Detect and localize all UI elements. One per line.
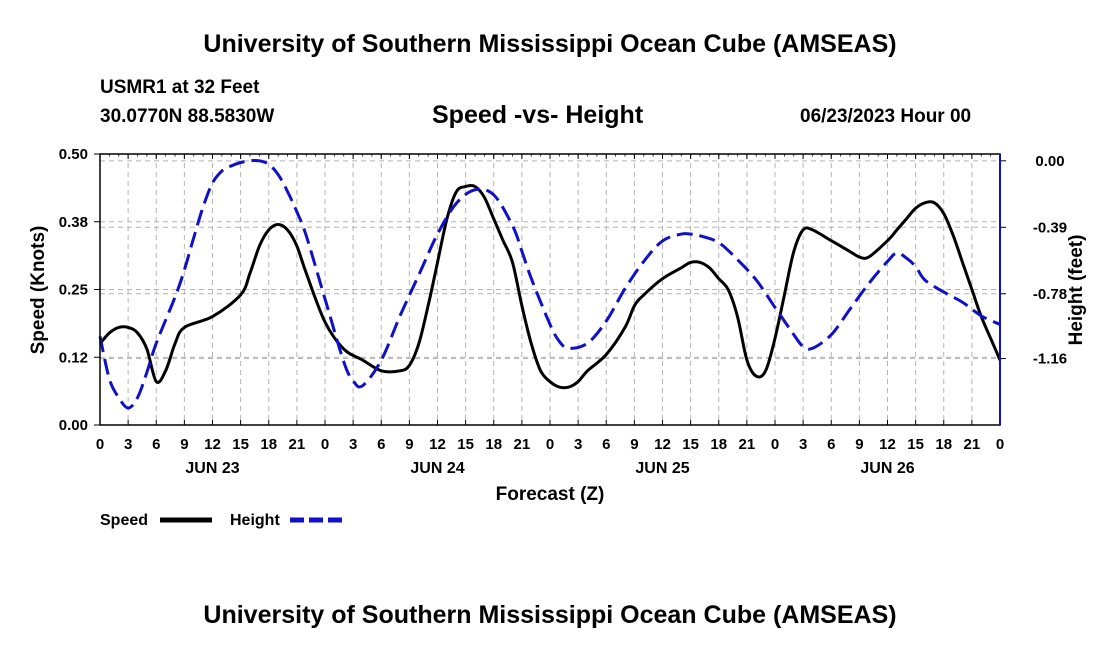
x-tick-label: 6 <box>377 436 385 453</box>
legend: Speed Height <box>100 512 342 529</box>
x-tick-label: 12 <box>654 436 671 453</box>
x-tick-label: 0 <box>96 436 104 453</box>
x-tick-label: 18 <box>935 436 952 453</box>
right-axis-label: Height (feet) <box>1066 235 1087 346</box>
grid <box>100 154 1000 425</box>
x-tick-label: 0 <box>321 436 329 453</box>
x-tick-label: 12 <box>204 436 221 453</box>
x-tick-label: 12 <box>429 436 446 453</box>
footer-title: University of Southern Mississippi Ocean… <box>203 601 897 629</box>
x-tick-label: 21 <box>514 436 531 453</box>
header-title: University of Southern Mississippi Ocean… <box>203 30 897 58</box>
x-tick-label: 0 <box>996 436 1004 453</box>
x-tick-label: 15 <box>232 436 249 453</box>
x-tick-label: 6 <box>827 436 835 453</box>
x-tick-label: 15 <box>682 436 699 453</box>
x-tick-label: 3 <box>574 436 582 453</box>
day-label: JUN 25 <box>635 460 689 477</box>
left-tick-label: 0.38 <box>59 214 88 231</box>
left-tick-label: 0.50 <box>59 146 88 163</box>
x-tick-label: 15 <box>457 436 474 453</box>
left-tick-label: 0.00 <box>59 417 88 434</box>
x-tick-label: 21 <box>289 436 306 453</box>
speed-series-line <box>98 183 1002 390</box>
x-tick-label: 18 <box>260 436 277 453</box>
left-tick-label: 0.12 <box>59 349 88 366</box>
day-label: JUN 24 <box>410 460 464 477</box>
x-tick-label: 3 <box>124 436 132 453</box>
left-tick-label: 0.25 <box>59 282 88 299</box>
x-tick-label: 18 <box>485 436 502 453</box>
day-label: JUN 23 <box>185 460 239 477</box>
x-tick-label: 6 <box>152 436 160 453</box>
x-tick-label: 21 <box>964 436 981 453</box>
x-axis-label: Forecast (Z) <box>496 484 605 505</box>
x-tick-label: 15 <box>907 436 924 453</box>
x-tick-label: 0 <box>771 436 779 453</box>
coordinates-label: 30.0770N 88.5830W <box>100 106 275 127</box>
right-tick-label: 0.00 <box>1035 153 1064 170</box>
left-axis-label: Speed (Knots) <box>28 226 49 355</box>
x-tick-label: 0 <box>546 436 554 453</box>
station-label: USMR1 at 32 Feet <box>100 77 260 98</box>
x-tick-label: 9 <box>630 436 638 453</box>
right-tick-label: -0.39 <box>1033 219 1067 236</box>
height-series-line <box>98 158 1001 410</box>
legend-speed-label: Speed <box>100 512 148 529</box>
x-tick-label: 9 <box>405 436 413 453</box>
x-tick-label: 18 <box>710 436 727 453</box>
chart-title: Speed -vs- Height <box>432 101 644 129</box>
x-tick-label: 12 <box>879 436 896 453</box>
x-tick-label: 9 <box>180 436 188 453</box>
day-label: JUN 26 <box>860 460 914 477</box>
right-tick-label: -1.16 <box>1033 351 1067 368</box>
x-tick-label: 3 <box>349 436 357 453</box>
x-tick-label: 3 <box>799 436 807 453</box>
series-layer <box>98 158 1002 410</box>
right-tick-label: -0.78 <box>1033 286 1067 303</box>
x-tick-label: 6 <box>602 436 610 453</box>
forecast-date: 06/23/2023 Hour 00 <box>800 106 972 127</box>
legend-height-label: Height <box>230 512 280 529</box>
axis-ticks: 0 3 6 9 12 15 18 21 0 3 6 9 12 15 18 21 0 3 6 9 12 15 18 21 0 3 6 9… <box>59 146 1067 477</box>
x-tick-label: 9 <box>855 436 863 453</box>
x-tick-label: 21 <box>739 436 756 453</box>
